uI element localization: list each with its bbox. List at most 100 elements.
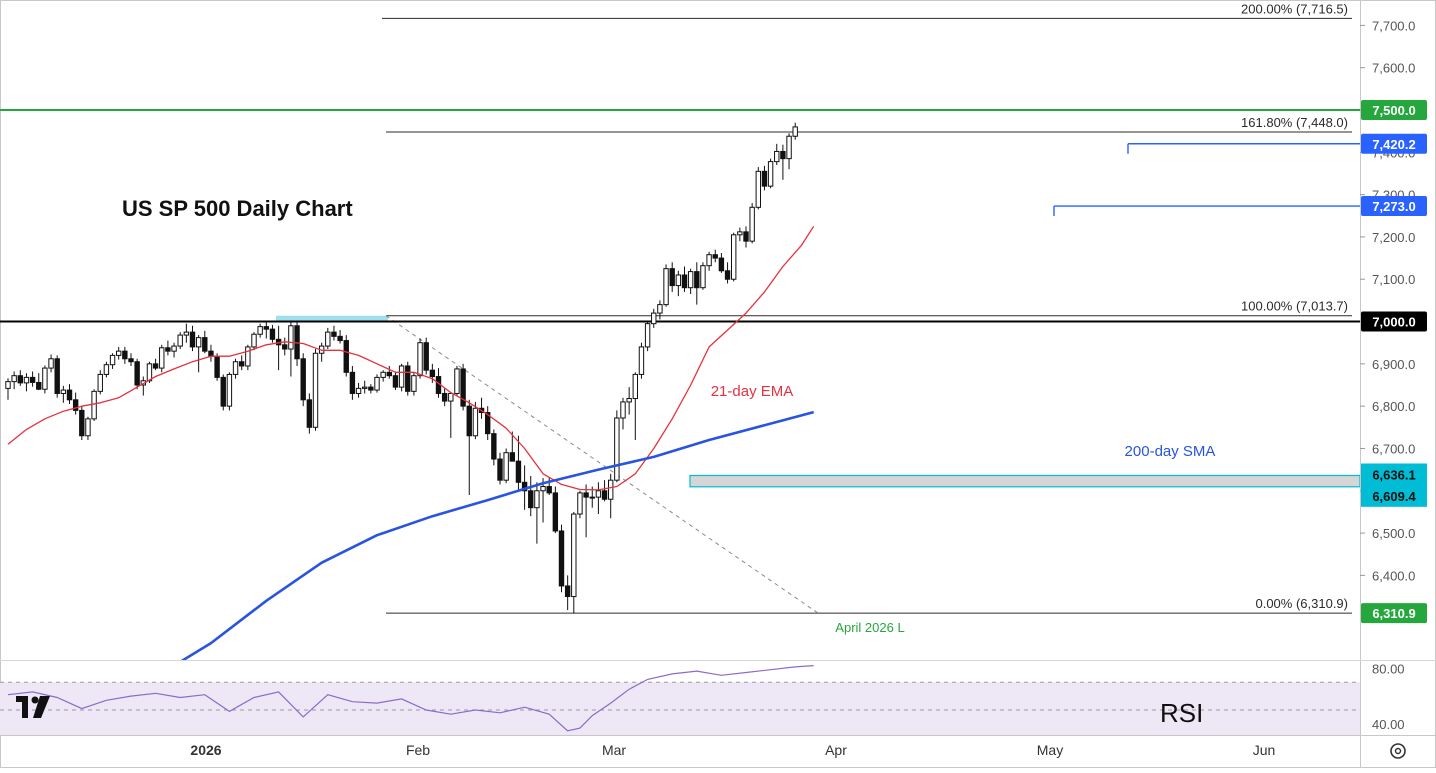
candle[interactable]	[239, 355, 245, 371]
candle[interactable]	[362, 380, 368, 394]
candle[interactable]	[675, 270, 682, 297]
candle[interactable]	[780, 144, 786, 180]
candle[interactable]	[331, 325, 337, 341]
candle[interactable]	[257, 323, 263, 338]
candle[interactable]	[454, 365, 460, 396]
candle[interactable]	[577, 490, 583, 519]
candle[interactable]	[152, 358, 159, 371]
candle[interactable]	[558, 524, 565, 593]
candle[interactable]	[774, 143, 780, 165]
candle[interactable]	[417, 338, 423, 379]
candle[interactable]	[72, 392, 79, 415]
candle[interactable]	[245, 344, 251, 371]
candle[interactable]	[767, 158, 774, 189]
candle[interactable]	[195, 335, 202, 373]
candle[interactable]	[681, 266, 688, 292]
candle[interactable]	[294, 321, 300, 366]
candle[interactable]	[528, 475, 534, 517]
candle[interactable]	[644, 321, 651, 352]
candle[interactable]	[368, 384, 374, 394]
candle[interactable]	[159, 344, 165, 373]
candle[interactable]	[208, 344, 214, 362]
candle[interactable]	[398, 363, 405, 392]
candle[interactable]	[318, 342, 325, 362]
candle[interactable]	[251, 332, 257, 351]
candle[interactable]	[786, 133, 792, 170]
candle[interactable]	[663, 264, 669, 307]
candle[interactable]	[608, 473, 614, 519]
candle[interactable]	[171, 342, 177, 358]
candle[interactable]	[220, 374, 226, 411]
candle[interactable]	[626, 387, 632, 415]
candle[interactable]	[122, 346, 128, 364]
candle[interactable]	[712, 249, 718, 263]
candle[interactable]	[275, 325, 282, 371]
candle[interactable]	[571, 511, 577, 614]
candle[interactable]	[48, 354, 54, 373]
candle[interactable]	[380, 370, 386, 382]
candle[interactable]	[325, 327, 331, 350]
candle[interactable]	[214, 353, 220, 381]
candle[interactable]	[11, 371, 17, 390]
candle[interactable]	[657, 300, 663, 320]
candle[interactable]	[700, 262, 706, 290]
candle[interactable]	[306, 393, 313, 434]
candle[interactable]	[103, 361, 110, 378]
candle[interactable]	[411, 372, 417, 396]
candle[interactable]	[312, 349, 319, 431]
candle[interactable]	[595, 482, 602, 515]
candle[interactable]	[491, 429, 497, 466]
candle[interactable]	[134, 358, 140, 390]
candle[interactable]	[343, 335, 349, 377]
candle[interactable]	[355, 382, 362, 398]
candle[interactable]	[478, 397, 485, 419]
candle[interactable]	[165, 340, 171, 356]
candle[interactable]	[497, 452, 503, 485]
candle[interactable]	[583, 484, 589, 538]
candle[interactable]	[441, 388, 448, 407]
candle[interactable]	[91, 389, 97, 421]
candle[interactable]	[743, 226, 749, 248]
candle[interactable]	[651, 308, 657, 328]
candle[interactable]	[17, 370, 24, 386]
candle[interactable]	[755, 167, 761, 210]
gear-icon[interactable]	[1390, 743, 1406, 759]
candle[interactable]	[116, 346, 122, 360]
candle[interactable]	[429, 363, 436, 383]
candle[interactable]	[128, 353, 134, 366]
candle[interactable]	[337, 330, 343, 344]
candle[interactable]	[614, 410, 620, 483]
candle[interactable]	[263, 321, 270, 339]
candle[interactable]	[423, 337, 429, 375]
candle[interactable]	[405, 361, 411, 396]
candle[interactable]	[761, 165, 768, 191]
candle[interactable]	[392, 371, 399, 391]
candle[interactable]	[552, 486, 559, 534]
candle[interactable]	[632, 372, 638, 440]
candle[interactable]	[109, 353, 116, 369]
candle[interactable]	[460, 363, 466, 411]
candle[interactable]	[503, 448, 509, 484]
candle[interactable]	[466, 399, 472, 495]
candle[interactable]	[687, 268, 694, 295]
candle[interactable]	[29, 371, 36, 387]
candle[interactable]	[177, 332, 183, 350]
candle[interactable]	[60, 385, 67, 403]
candle[interactable]	[534, 482, 540, 544]
candle[interactable]	[638, 342, 645, 379]
candle[interactable]	[601, 480, 608, 502]
candle[interactable]	[42, 365, 48, 394]
candle[interactable]	[724, 262, 731, 284]
candle[interactable]	[79, 406, 85, 440]
candle[interactable]	[706, 251, 712, 271]
candle[interactable]	[288, 322, 294, 377]
candle[interactable]	[749, 203, 755, 244]
candle[interactable]	[282, 337, 288, 356]
candle[interactable]	[485, 406, 491, 440]
candle[interactable]	[620, 397, 626, 430]
candle[interactable]	[669, 262, 675, 292]
candle[interactable]	[54, 355, 60, 398]
candle[interactable]	[515, 435, 522, 491]
candle[interactable]	[36, 373, 42, 391]
candle[interactable]	[23, 373, 30, 392]
